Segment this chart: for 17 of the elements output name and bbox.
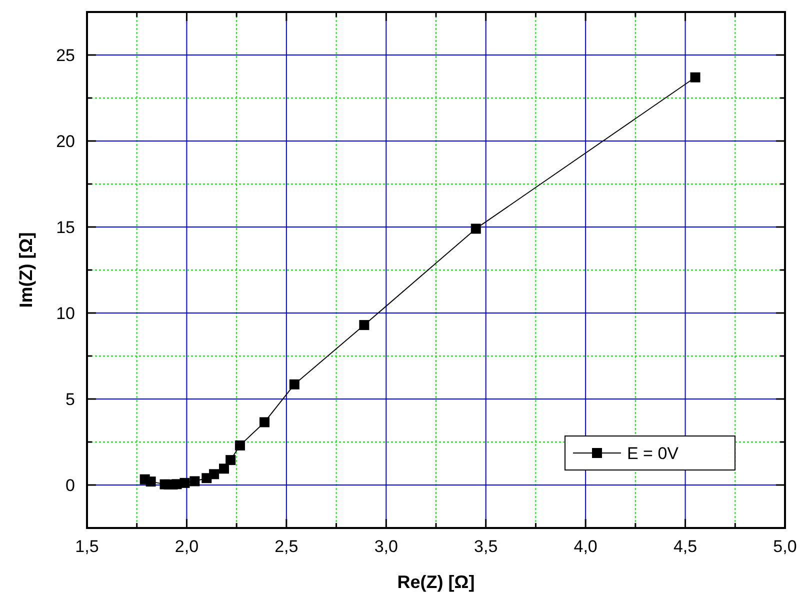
y-axis-title: Im(Z) [Ω] (16, 232, 36, 308)
x-tick-label: 2,5 (274, 537, 298, 556)
legend-label: E = 0V (627, 444, 680, 463)
y-tick-label: 25 (56, 46, 75, 65)
x-tick-label: 4,0 (574, 537, 598, 556)
y-tick-label: 15 (56, 218, 75, 237)
x-tick-label: 1,5 (75, 537, 99, 556)
x-tick-label: 3,0 (374, 537, 398, 556)
x-axis-title: Re(Z) [Ω] (397, 572, 475, 592)
x-tick-label: 4,5 (673, 537, 698, 556)
x-tick-label: 3,5 (474, 537, 498, 556)
y-tick-label: 5 (66, 390, 75, 409)
y-tick-label: 20 (56, 132, 75, 151)
x-tick-label: 5,0 (773, 537, 797, 556)
x-tick-label: 2,0 (174, 537, 199, 556)
y-tick-label: 10 (56, 304, 75, 323)
y-tick-label: 0 (66, 476, 75, 495)
